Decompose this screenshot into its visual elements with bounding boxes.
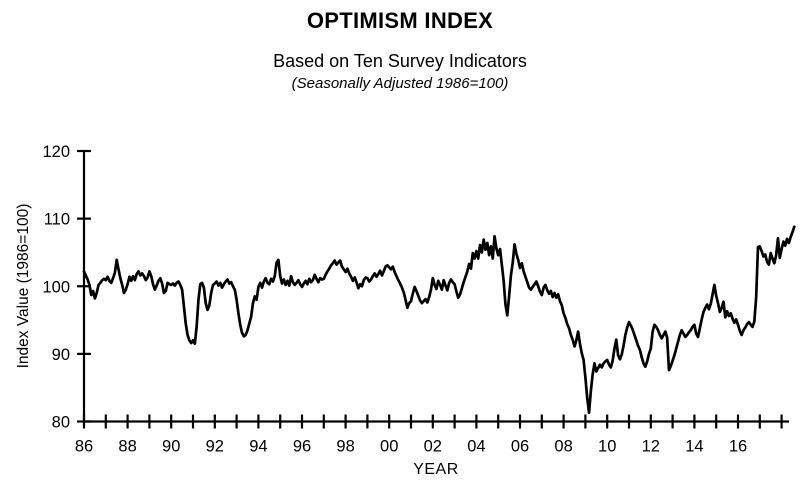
x-tick-label: 92 xyxy=(206,438,224,456)
chart-note: (Seasonally Adjusted 1986=100) xyxy=(291,75,509,92)
x-tick-label: 96 xyxy=(293,438,311,456)
y-tick-label: 80 xyxy=(52,414,70,432)
x-tick-label: 04 xyxy=(467,438,485,456)
x-tick-label: 06 xyxy=(511,438,529,456)
x-tick-label: 94 xyxy=(249,438,267,456)
x-tick-label: 88 xyxy=(118,438,136,456)
optimism-index-line xyxy=(82,225,796,415)
x-tick-label: 00 xyxy=(380,438,398,456)
y-tick-label: 120 xyxy=(42,143,70,161)
chart-subtitle: Based on Ten Survey Indicators xyxy=(273,51,527,71)
x-tick-label: 02 xyxy=(424,438,442,456)
x-tick-label: 12 xyxy=(642,438,660,456)
x-tick-label: 14 xyxy=(685,438,703,456)
y-tick-label: 90 xyxy=(52,346,70,364)
y-tick-label: 110 xyxy=(44,211,70,229)
y-tick-label: 100 xyxy=(42,278,70,296)
x-tick-label: 86 xyxy=(75,438,93,456)
x-tick-label: 10 xyxy=(598,438,616,456)
x-tick-label: 98 xyxy=(336,438,354,456)
x-axis-title: YEAR xyxy=(413,461,459,478)
y-axis-title: Index Value (1986=100) xyxy=(15,203,32,369)
x-tick-label: 90 xyxy=(162,438,180,456)
x-tick-label: 08 xyxy=(554,438,572,456)
x-tick-label: 16 xyxy=(729,438,747,456)
chart-title: OPTIMISM INDEX xyxy=(306,8,494,33)
